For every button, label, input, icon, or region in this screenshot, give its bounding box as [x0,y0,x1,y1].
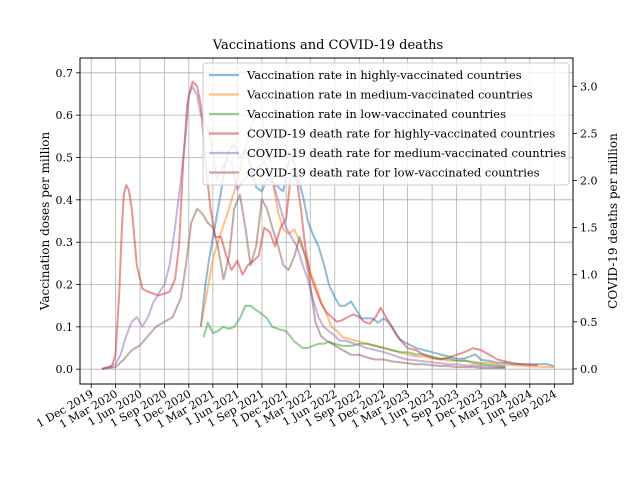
series-line-4 [101,85,506,370]
y-axis-label: Vaccination doses per million [38,131,52,311]
y2-tick-label-3: 1.5 [580,222,598,235]
plot-frame [79,57,574,385]
legend-label-4: COVID-19 death rate for medium-vaccinate… [247,146,566,160]
y-tick-label-6: 0.6 [56,109,74,122]
series-line-5 [101,193,506,370]
y2-tick-label-1: 0.5 [580,316,598,329]
y-axis-right: 0.0 0.5 1.0 1.5 2.0 2.5 3.0 [573,80,598,376]
legend-label-0: Vaccination rate in highly-vaccinated co… [246,68,522,82]
y-tick-label-1: 0.1 [56,321,74,334]
y2-axis-label: COVID-19 deaths per million [606,133,620,309]
y-tick-label-5: 0.5 [56,151,74,164]
y-tick-label-7: 0.7 [56,67,74,80]
chart-title: Vaccinations and COVID-19 deaths [212,38,443,53]
y-axis-left: 0.0 0.1 0.2 0.3 0.4 0.5 0.6 0.7 [56,67,80,376]
legend-label-3: COVID-19 death rate for highly-vaccinate… [247,127,555,141]
y2-tick-label-4: 2.0 [580,174,598,187]
y-tick-label-4: 0.4 [56,194,74,207]
legend-label-1: Vaccination rate in medium-vaccinated co… [246,88,533,102]
y2-tick-label-6: 3.0 [580,80,598,93]
legend: Vaccination rate in highly-vaccinated co… [202,62,570,186]
y-tick-label-3: 0.3 [56,236,74,249]
series-lines [101,80,555,370]
legend-label-2: Vaccination rate in low-vaccinated count… [246,107,506,121]
legend-frame [202,62,570,186]
y-tick-label-0: 0.0 [56,363,74,376]
y2-tick-label-2: 1.0 [580,269,598,282]
y2-tick-label-5: 2.5 [580,127,598,140]
y-tick-label-2: 0.2 [56,279,74,292]
legend-label-5: COVID-19 death rate for low-vaccinated c… [247,166,540,180]
y2-tick-label-0: 0.0 [580,363,598,376]
